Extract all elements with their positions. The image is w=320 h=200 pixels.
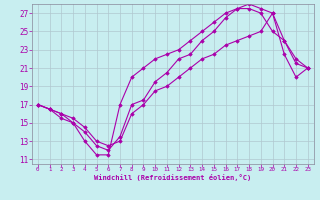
X-axis label: Windchill (Refroidissement éolien,°C): Windchill (Refroidissement éolien,°C) — [94, 174, 252, 181]
